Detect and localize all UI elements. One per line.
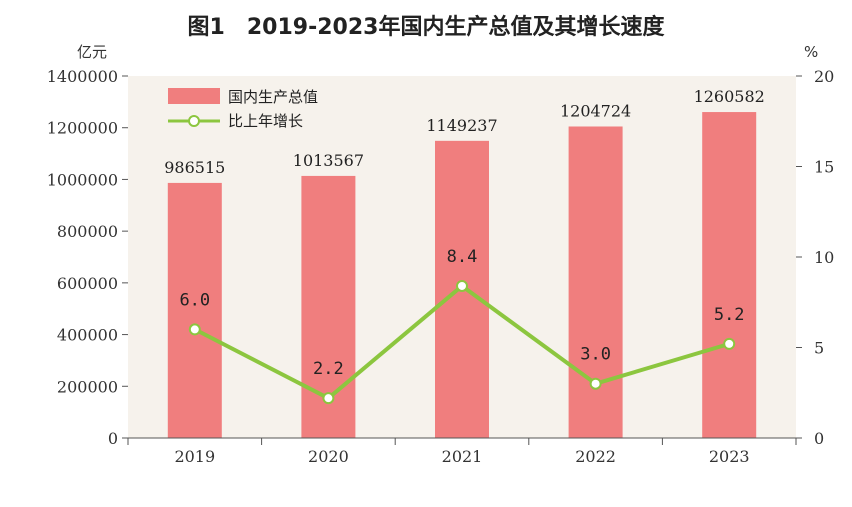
growth-point-label: 3.0: [580, 345, 611, 365]
growth-point: [188, 323, 201, 336]
gdp-bar-label: 986515: [164, 158, 225, 177]
right-axis-tick-label: 15: [814, 158, 834, 177]
gdp-bar: [702, 112, 757, 439]
gdp-bar-label: 1260582: [694, 87, 765, 106]
gdp-bar-label: 1013567: [293, 151, 364, 170]
left-axis-ticks: 0 200000 400000 600000 800000 1000000 1200000 1…: [47, 67, 128, 448]
right-axis-tick-label: 10: [814, 248, 834, 267]
growth-point-label: 6.0: [179, 290, 210, 310]
gdp-bar: [167, 182, 222, 438]
gdp-bar-label: 1204724: [560, 101, 631, 120]
growth-point-label: 2.2: [313, 359, 344, 379]
growth-point: [723, 337, 736, 350]
right-axis-tick-label: 5: [814, 339, 824, 358]
x-axis-tick-label: 2020: [308, 447, 349, 466]
right-axis-ticks: 0 5 10 15 20: [796, 67, 834, 448]
left-axis-tick-label: 600000: [57, 274, 118, 293]
growth-point-label: 5.2: [714, 305, 745, 325]
right-axis-unit: %: [804, 43, 818, 61]
legend: 国内生产总值 比上年增长: [168, 88, 318, 130]
right-axis-tick-label: 0: [814, 429, 824, 448]
legend-marker-growth: [188, 115, 200, 127]
growth-point: [322, 392, 335, 405]
gdp-bar-label: 1149237: [426, 116, 497, 135]
left-axis-tick-label: 1400000: [47, 67, 118, 86]
bar-series: 986515 1013567 1149237 1204724 1260582: [164, 87, 765, 439]
x-axis-ticks: 2019 2020 2021 2022 2023: [127, 438, 797, 466]
x-axis-tick-label: 2022: [575, 447, 616, 466]
x-axis-tick-label: 2021: [442, 447, 483, 466]
x-axis-tick-label: 2019: [174, 447, 215, 466]
growth-point-label: 8.4: [447, 247, 478, 267]
chart-title: 图1 2019-2023年国内生产总值及其增长速度: [188, 14, 666, 40]
left-axis-tick-label: 0: [108, 429, 118, 448]
growth-point: [589, 377, 602, 390]
left-axis-tick-label: 1200000: [47, 119, 118, 138]
legend-label-gdp: 国内生产总值: [228, 88, 318, 106]
right-axis-tick-label: 20: [814, 67, 834, 86]
legend-label-growth: 比上年增长: [228, 112, 303, 130]
left-axis-tick-label: 400000: [57, 326, 118, 345]
growth-point: [456, 279, 468, 292]
left-axis-tick-label: 800000: [57, 222, 118, 241]
growth-line-series: 6.0 2.2 8.4 3.0 5.2: [179, 247, 745, 405]
left-axis-tick-label: 200000: [57, 377, 118, 396]
left-axis-unit: 亿元: [77, 43, 107, 61]
left-axis-tick-label: 1000000: [47, 170, 118, 189]
legend-swatch-gdp: [168, 88, 220, 104]
gdp-bar: [568, 126, 623, 438]
x-axis-tick-label: 2023: [709, 447, 750, 466]
